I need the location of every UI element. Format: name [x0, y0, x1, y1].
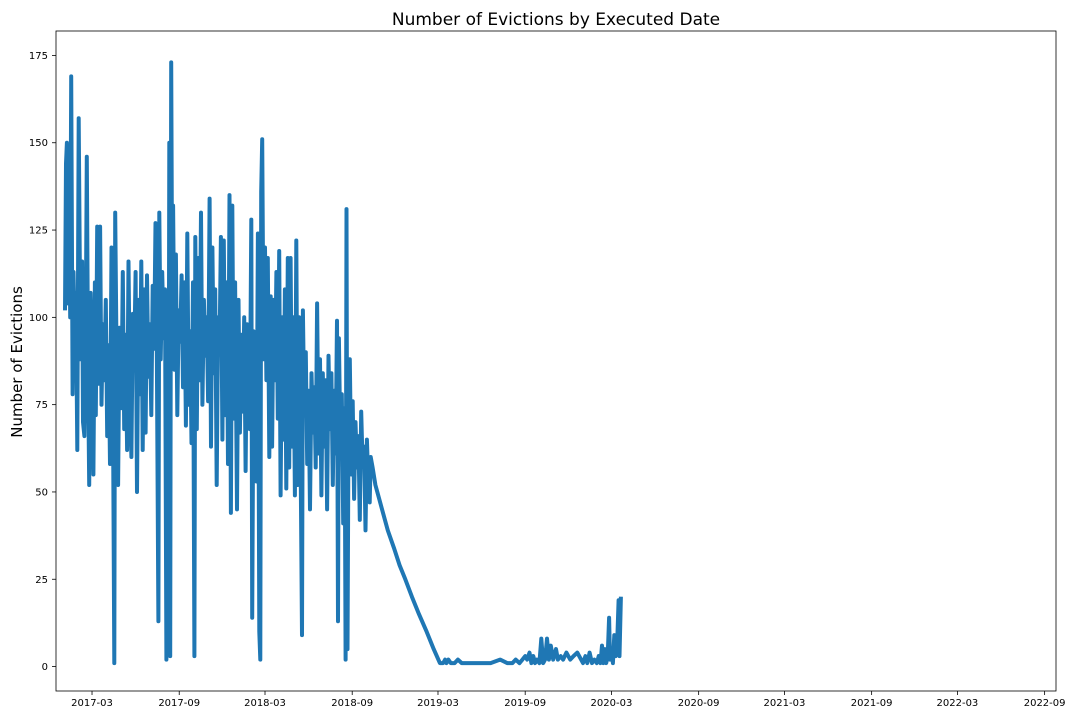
plot-area-frame	[55, 30, 1057, 692]
x-tick-label: 2020-09	[678, 698, 720, 709]
x-tick-label: 2022-03	[937, 698, 979, 709]
series-line-evictions	[63, 60, 623, 666]
x-tick-label: 2021-03	[764, 698, 806, 709]
x-tick-label: 2017-09	[158, 698, 200, 709]
x-tick-label: 2017-03	[71, 698, 113, 709]
x-tick-label: 2019-03	[417, 698, 459, 709]
chart-title: Number of Evictions by Executed Date	[392, 10, 720, 30]
y-tick-label: 50	[35, 487, 48, 498]
y-tick-label: 75	[35, 400, 48, 411]
y-tick-label: 25	[35, 575, 48, 586]
y-tick-label: 100	[29, 313, 48, 324]
x-tick-label: 2021-09	[851, 698, 893, 709]
y-axis-label: Number of Evictions	[8, 286, 26, 438]
x-axis: 2017-03 2017-09 2018-03 2018-09 2019-03 2019-…	[71, 691, 1066, 709]
x-tick-label: 2022-09	[1024, 698, 1066, 709]
y-tick-label: 0	[42, 662, 48, 673]
x-tick-label: 2019-09	[504, 698, 546, 709]
x-tick-label: 2018-09	[331, 698, 373, 709]
x-tick-label: 2020-03	[591, 698, 633, 709]
y-tick-label: 175	[29, 51, 48, 62]
x-tick-label: 2018-03	[244, 698, 286, 709]
y-tick-label: 125	[29, 226, 48, 237]
y-tick-label: 150	[29, 138, 48, 149]
y-axis: 0 25 50 75 100 125 150 175	[29, 51, 56, 673]
